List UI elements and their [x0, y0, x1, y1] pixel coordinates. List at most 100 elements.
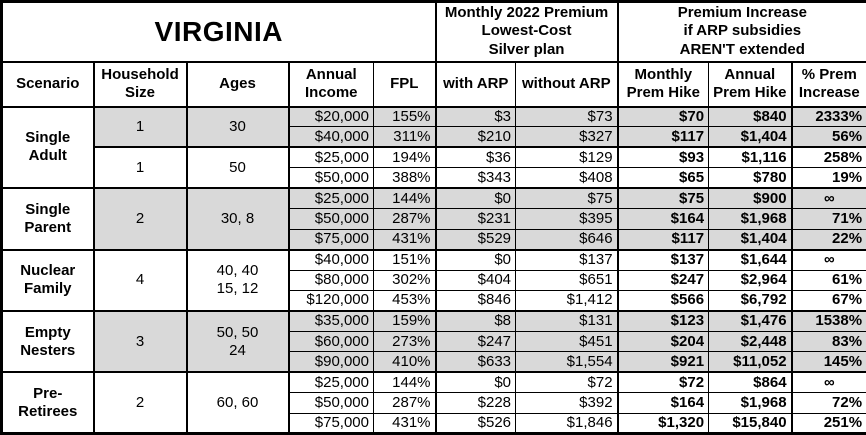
pct-increase-cell: 67% [791, 289, 866, 312]
table-title: VIRGINIA [0, 1, 437, 62]
scenario-cell: Pre- Retirees [1, 371, 95, 435]
scenario-cell: Empty Nesters [1, 309, 95, 373]
data-row: Pre- Retirees 2 60, 60 $25,000 144% $0 $72 $72 $… [1, 371, 866, 435]
with-arp-cell: $0 [435, 371, 517, 394]
with-arp-cell: $0 [435, 248, 517, 271]
monthly-hike-cell: $75 [617, 187, 710, 210]
data-row: $75,000 431% $526 $1,846 $1,320 $15,840 251% [2, 412, 866, 435]
annual-income-cell: $50,000 [288, 208, 374, 230]
monthly-hike-cell: $566 [617, 289, 710, 312]
without-arp-cell: $73 [515, 105, 619, 128]
premium-group-header: Monthly 2022 Premium Lowest-Cost Silver … [435, 1, 619, 62]
col-header-monthly-hike: Monthly Prem Hike [617, 60, 710, 108]
fpl-cell: 144% [372, 371, 437, 394]
with-arp-cell: $343 [435, 167, 517, 189]
household-size-cell: 1 [93, 105, 188, 148]
col-header-scenario: Scenario [1, 60, 95, 108]
fpl-cell: 159% [372, 309, 437, 332]
col-header-pct-increase: % Prem Increase [791, 60, 866, 108]
without-arp-cell: $392 [515, 392, 619, 414]
monthly-hike-cell: $72 [617, 371, 710, 394]
with-arp-cell: $846 [435, 289, 517, 312]
annual-hike-cell: $11,052 [708, 351, 793, 373]
data-row: $40,000 311% $210 $327 $117 $1,404 56% [2, 126, 866, 148]
monthly-hike-cell: $65 [617, 167, 710, 189]
household-size-cell: 2 [93, 371, 188, 435]
annual-income-cell: $35,000 [288, 309, 374, 332]
without-arp-cell: $75 [515, 187, 619, 210]
data-row: $50,000 388% $343 $408 $65 $780 19% [2, 167, 866, 189]
monthly-hike-cell: $247 [617, 269, 710, 291]
without-arp-cell: $1,554 [515, 351, 619, 373]
fpl-cell: 453% [372, 289, 437, 312]
col-header-fpl: FPL [372, 60, 437, 108]
annual-hike-cell: $780 [708, 167, 793, 189]
increase-group-header: Premium Increase if ARP subsidies AREN'T… [617, 1, 866, 62]
data-row: Nuclear Family 4 40, 40 15, 12 $40,000 151% $… [1, 248, 866, 312]
household-size-cell: 2 [93, 187, 188, 251]
fpl-cell: 273% [372, 330, 437, 353]
annual-income-cell: $25,000 [288, 146, 374, 169]
monthly-hike-cell: $117 [617, 228, 710, 251]
fpl-cell: 410% [372, 351, 437, 373]
with-arp-cell: $526 [435, 412, 517, 435]
annual-hike-cell: $1,968 [708, 392, 793, 414]
annual-income-cell: $80,000 [288, 269, 374, 291]
without-arp-cell: $395 [515, 208, 619, 230]
fpl-cell: 287% [372, 208, 437, 230]
data-row: Single Parent 2 30, 8 $25,000 144% $0 $75 $75 $9… [1, 187, 866, 251]
fpl-cell: 155% [372, 105, 437, 128]
with-arp-cell: $36 [435, 146, 517, 169]
annual-income-cell: $40,000 [288, 248, 374, 271]
without-arp-cell: $72 [515, 371, 619, 394]
with-arp-cell: $3 [435, 105, 517, 128]
pct-increase-cell: ∞ [791, 371, 866, 394]
data-row: 1 50 $25,000 194% $36 $129 $93 $1,116 258% [2, 146, 866, 189]
annual-income-cell: $75,000 [288, 412, 374, 435]
monthly-hike-cell: $164 [617, 208, 710, 230]
monthly-hike-cell: $164 [617, 392, 710, 414]
annual-income-cell: $20,000 [288, 105, 374, 128]
scenario-cell: Single Parent [1, 187, 95, 251]
data-row: Empty Nesters 3 50, 50 24 $35,000 159% $8 $131… [1, 309, 866, 373]
pct-increase-cell: 19% [791, 167, 866, 189]
monthly-hike-cell: $204 [617, 330, 710, 353]
ages-cell: 50 [186, 146, 290, 189]
without-arp-cell: $451 [515, 330, 619, 353]
without-arp-cell: $327 [515, 126, 619, 148]
fpl-cell: 302% [372, 269, 437, 291]
fpl-cell: 194% [372, 146, 437, 169]
with-arp-cell: $210 [435, 126, 517, 148]
without-arp-cell: $651 [515, 269, 619, 291]
with-arp-cell: $0 [435, 187, 517, 210]
monthly-hike-cell: $70 [617, 105, 710, 128]
annual-hike-cell: $2,964 [708, 269, 793, 291]
with-arp-cell: $404 [435, 269, 517, 291]
with-arp-cell: $633 [435, 351, 517, 373]
monthly-hike-cell: $137 [617, 248, 710, 271]
data-row: $75,000 431% $529 $646 $117 $1,404 22% [2, 228, 866, 251]
annual-hike-cell: $15,840 [708, 412, 793, 435]
data-row: $60,000 273% $247 $451 $204 $2,448 83% [2, 330, 866, 353]
title-row: VIRGINIA Monthly 2022 Premium Lowest-Cos… [0, 1, 866, 62]
annual-income-cell: $50,000 [288, 167, 374, 189]
col-header-household-size: Household Size [93, 60, 188, 108]
ages-cell: 30 [186, 105, 290, 148]
with-arp-cell: $231 [435, 208, 517, 230]
pct-increase-cell: 251% [791, 412, 866, 435]
pct-increase-cell: 61% [791, 269, 866, 291]
col-header-annual-hike: Annual Prem Hike [708, 60, 793, 108]
with-arp-cell: $529 [435, 228, 517, 251]
monthly-hike-cell: $921 [617, 351, 710, 373]
without-arp-cell: $408 [515, 167, 619, 189]
with-arp-cell: $228 [435, 392, 517, 414]
scenario-cell: Single Adult [1, 105, 95, 189]
annual-hike-cell: $2,448 [708, 330, 793, 353]
monthly-hike-cell: $123 [617, 309, 710, 332]
annual-hike-cell: $900 [708, 187, 793, 210]
column-header-row: Scenario Household Size Ages Annual Inco… [1, 60, 866, 108]
annual-income-cell: $120,000 [288, 289, 374, 312]
pct-increase-cell: 56% [791, 126, 866, 148]
col-header-without-arp: without ARP [515, 60, 619, 108]
